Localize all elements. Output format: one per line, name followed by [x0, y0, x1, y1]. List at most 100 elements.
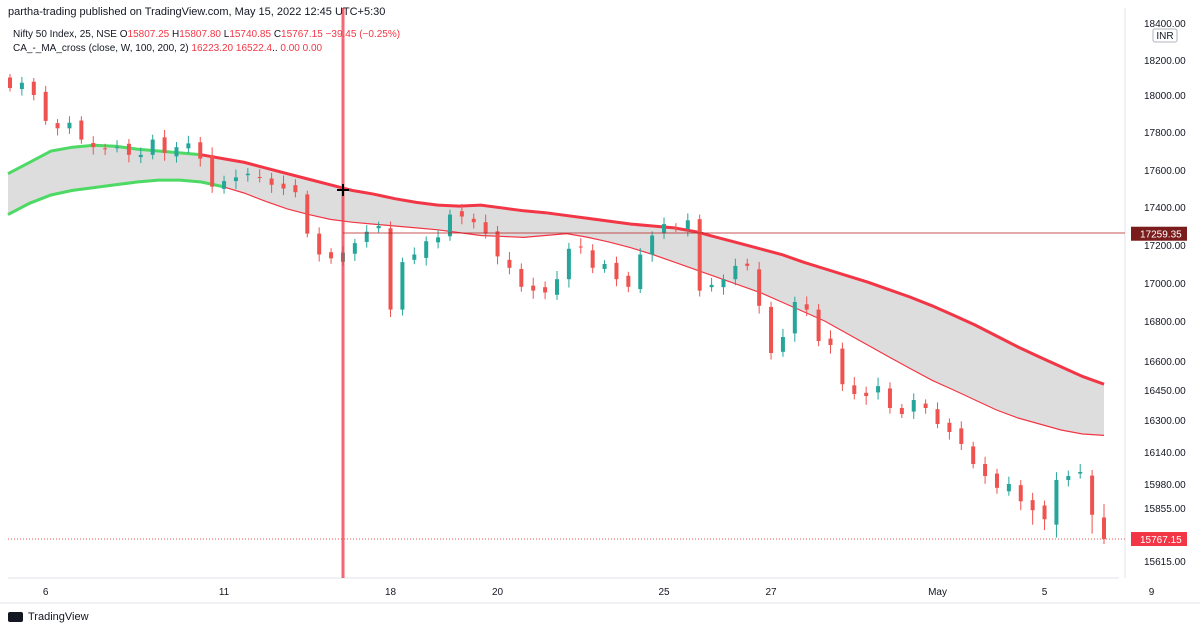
- candle: [352, 238, 357, 261]
- candle: [269, 172, 274, 193]
- candle-body: [269, 178, 274, 185]
- y-tick-label: 16450.00: [1144, 386, 1186, 397]
- y-tick-label: 17000.00: [1144, 279, 1186, 290]
- ma-slow-bull-line: [7, 178, 224, 216]
- y-tick-label: 17400.00: [1144, 203, 1186, 214]
- symbol-legend[interactable]: Nifty 50 Index, 25, NSE O15807.25 H15807…: [13, 29, 400, 40]
- y-tick-label: 15980.00: [1144, 480, 1186, 491]
- candle-body: [233, 177, 238, 182]
- candle-body: [115, 147, 120, 149]
- candle: [67, 116, 72, 134]
- open-value: 15807.25: [127, 29, 170, 40]
- candle-body: [126, 143, 131, 155]
- candle: [293, 179, 298, 198]
- candle: [150, 134, 155, 160]
- candle: [650, 231, 655, 262]
- candle-body: [400, 262, 405, 310]
- high-label: H: [172, 29, 180, 40]
- candle: [245, 168, 250, 182]
- candle: [19, 76, 24, 96]
- candle: [543, 281, 548, 300]
- candle-body: [317, 233, 322, 255]
- candle: [31, 78, 36, 101]
- chart-overlay: [8, 8, 1125, 578]
- candle: [780, 329, 785, 357]
- candle: [1054, 472, 1059, 538]
- candle: [566, 242, 571, 288]
- candle: [697, 214, 702, 297]
- candle-body: [150, 139, 155, 155]
- open-label: O: [119, 29, 128, 40]
- candle: [233, 169, 238, 190]
- y-tick-label: 16600.00: [1144, 357, 1186, 368]
- candle-body: [483, 222, 488, 234]
- low-label: L: [223, 29, 230, 40]
- candle-body: [983, 464, 988, 476]
- candle: [388, 221, 393, 318]
- candle-body: [186, 143, 191, 149]
- indicator-name: CA_-_MA_cross (close, W, 100, 200, 2): [13, 43, 189, 54]
- candle: [1078, 464, 1083, 479]
- candle: [364, 225, 369, 248]
- candle: [424, 236, 429, 266]
- candle: [638, 248, 643, 294]
- candle-body: [305, 194, 310, 234]
- x-tick-label: 9: [1149, 587, 1155, 598]
- y-tick-label: 17600.00: [1144, 166, 1186, 177]
- candle-body: [650, 235, 655, 255]
- candle-body: [780, 337, 785, 352]
- candle: [876, 377, 881, 400]
- candle-body: [555, 279, 559, 295]
- y-tick-label: 16300.00: [1144, 416, 1186, 427]
- candle: [935, 402, 940, 429]
- tradingview-brand[interactable]: TradingView: [8, 611, 89, 623]
- candle: [447, 209, 452, 241]
- ma-slow-bear-line: [222, 186, 1105, 436]
- y-tick-label: 15615.00: [1144, 557, 1186, 568]
- candle: [329, 248, 334, 264]
- candle-body: [388, 228, 393, 310]
- candle-body: [67, 122, 72, 129]
- last-price-tag-text: 15767.15: [1140, 535, 1182, 546]
- high-value: 15807.80: [179, 29, 221, 40]
- candle: [887, 382, 892, 414]
- candle-body: [1018, 485, 1023, 502]
- crosshair-price-tag-text: 17259.35: [1140, 230, 1182, 241]
- candle-body: [281, 183, 286, 189]
- candle: [769, 301, 774, 360]
- candle: [43, 85, 48, 125]
- last-price-tag-bg: [1131, 532, 1187, 547]
- candle-body: [864, 392, 869, 396]
- candle: [138, 147, 143, 164]
- brand-label: TradingView: [28, 611, 89, 623]
- candle: [91, 136, 96, 155]
- chart-gridlines: [0, 8, 1200, 604]
- candle-body: [376, 226, 381, 229]
- candle-body: [792, 302, 797, 334]
- time-axis: 61118202527May591116: [43, 587, 1155, 598]
- y-tick-label: 16800.00: [1144, 317, 1186, 328]
- candle: [899, 404, 904, 418]
- candle: [305, 190, 310, 238]
- candle-body: [959, 428, 964, 444]
- candle-body: [31, 81, 36, 95]
- x-tick-label: 18: [385, 587, 397, 598]
- candle-body: [1078, 472, 1083, 474]
- candle: [317, 227, 322, 262]
- candle: [519, 263, 524, 292]
- candle-body: [614, 262, 619, 280]
- candle: [126, 139, 131, 163]
- candle-body: [79, 120, 84, 140]
- candle: [840, 342, 845, 391]
- candle-body: [697, 219, 702, 291]
- tradingview-logo-icon: [8, 612, 23, 622]
- close-label: C: [273, 29, 282, 40]
- indicator-value-3: 0.00: [280, 43, 300, 54]
- ma-fast-bear-line: [201, 153, 1105, 386]
- candle-body: [638, 254, 643, 290]
- indicator-legend[interactable]: CA_-_MA_cross (close, W, 100, 200, 2) 16…: [13, 43, 323, 54]
- candlestick-series: [8, 74, 1106, 544]
- candle: [471, 213, 476, 229]
- symbol-name: Nifty 50 Index, 25, NSE: [13, 29, 117, 40]
